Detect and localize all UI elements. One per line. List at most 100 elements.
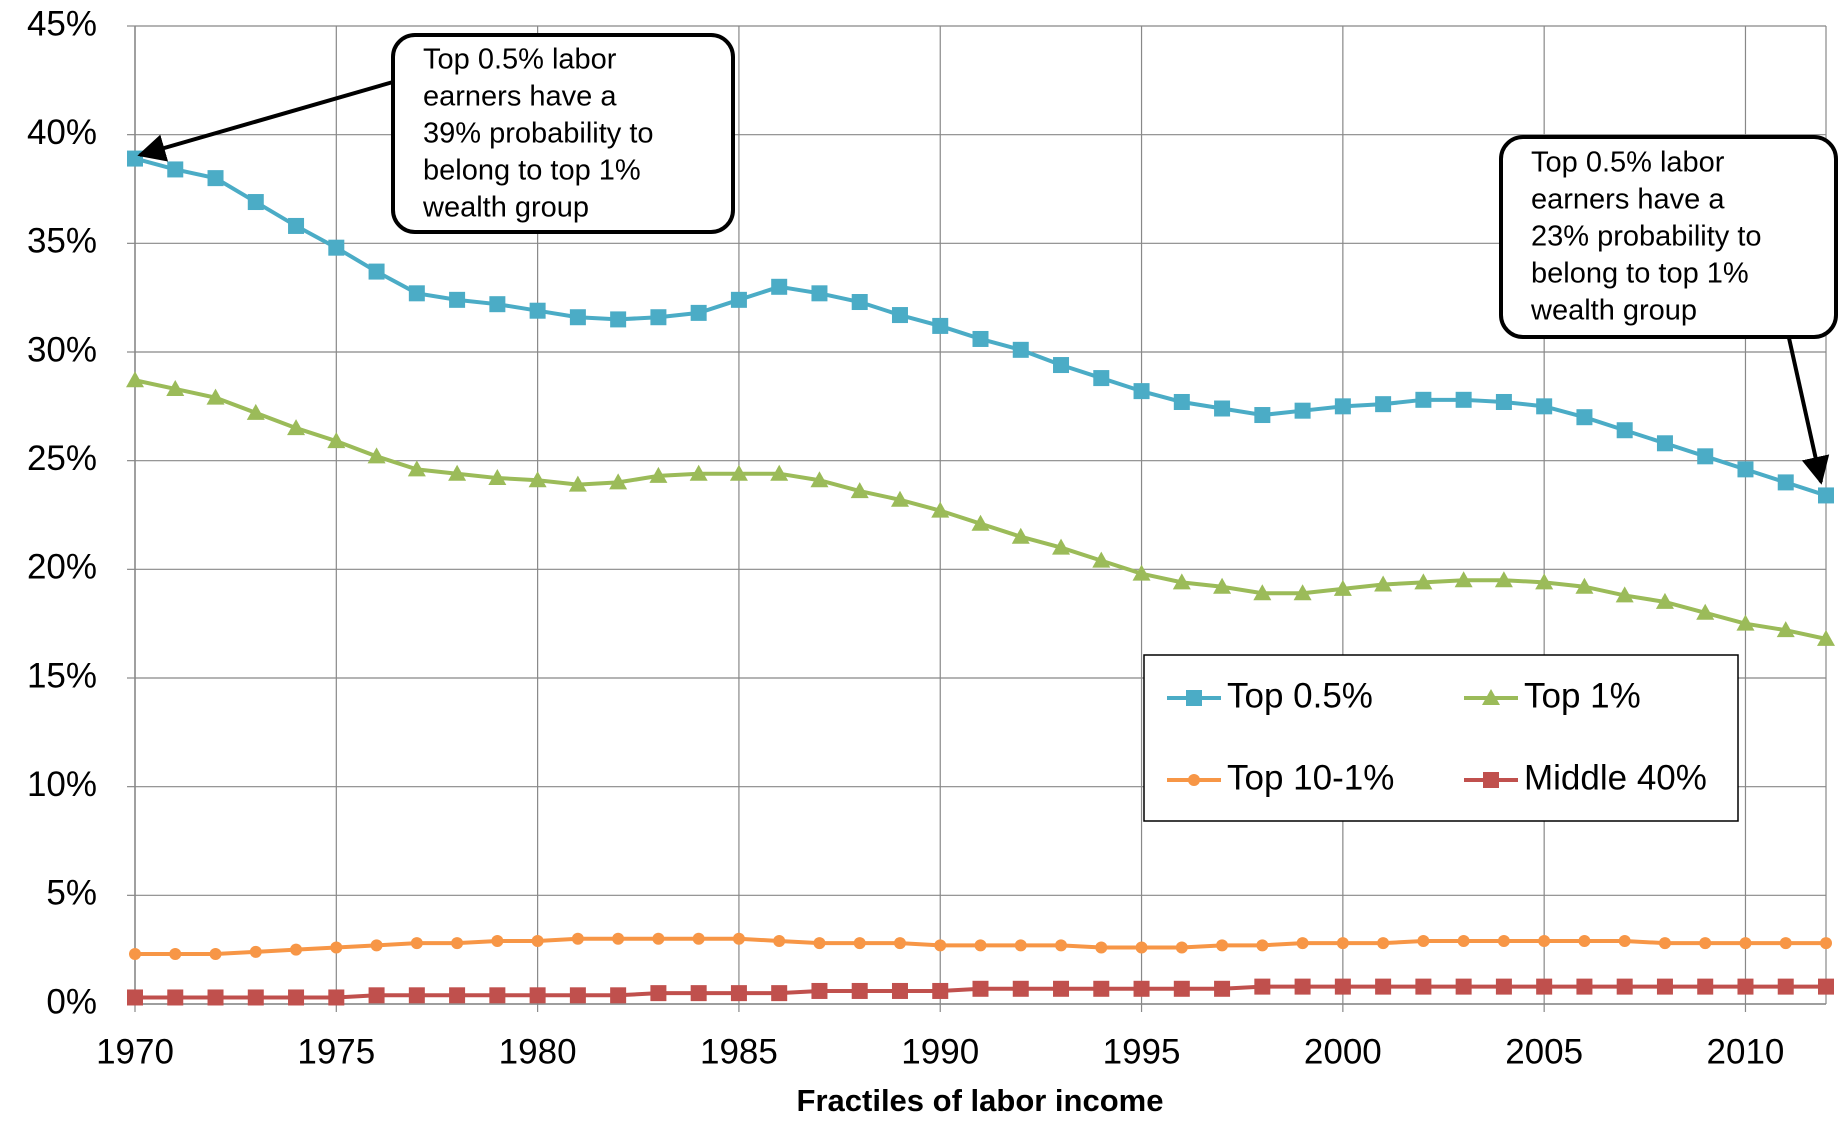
marker bbox=[1457, 934, 1470, 947]
marker bbox=[287, 419, 306, 436]
legend-label: Middle 40% bbox=[1524, 758, 1707, 797]
marker bbox=[1053, 980, 1070, 997]
y-tick-label: 40% bbox=[27, 113, 97, 152]
marker bbox=[932, 317, 949, 334]
marker bbox=[853, 937, 866, 950]
marker bbox=[1012, 980, 1029, 997]
marker bbox=[247, 989, 264, 1006]
y-tick-label: 15% bbox=[27, 656, 97, 695]
y-tick-label: 5% bbox=[46, 874, 97, 913]
marker bbox=[1375, 978, 1392, 995]
marker bbox=[207, 989, 224, 1006]
marker bbox=[1696, 603, 1715, 620]
legend-label: Top 0.5% bbox=[1227, 676, 1373, 715]
marker bbox=[891, 307, 908, 324]
marker bbox=[127, 989, 143, 1006]
marker bbox=[1214, 980, 1231, 997]
marker bbox=[770, 464, 789, 481]
marker bbox=[1495, 978, 1512, 995]
marker bbox=[246, 403, 265, 420]
marker bbox=[1414, 573, 1433, 590]
marker bbox=[488, 469, 507, 486]
marker bbox=[1213, 577, 1232, 594]
marker bbox=[1817, 629, 1835, 646]
marker bbox=[972, 330, 989, 347]
marker bbox=[652, 932, 665, 945]
marker bbox=[489, 296, 506, 313]
annotation-arrow bbox=[137, 80, 394, 162]
marker bbox=[207, 170, 224, 187]
annotation-text: 39% probability to bbox=[423, 118, 654, 150]
annotation-text: Top 0.5% labor bbox=[423, 44, 617, 76]
marker bbox=[491, 934, 504, 947]
marker bbox=[1455, 391, 1472, 408]
marker bbox=[1254, 407, 1271, 424]
marker bbox=[730, 985, 747, 1002]
marker bbox=[1334, 978, 1351, 995]
marker bbox=[1053, 357, 1070, 374]
marker bbox=[1294, 978, 1311, 995]
marker bbox=[410, 937, 423, 950]
marker bbox=[1253, 584, 1272, 601]
marker bbox=[1294, 402, 1311, 419]
marker bbox=[1336, 937, 1349, 950]
marker bbox=[1497, 934, 1510, 947]
marker bbox=[328, 989, 345, 1006]
marker bbox=[1012, 341, 1029, 358]
marker bbox=[1132, 564, 1151, 581]
marker bbox=[1575, 577, 1594, 594]
marker bbox=[851, 294, 868, 311]
y-tick-label: 30% bbox=[27, 330, 97, 369]
marker bbox=[1055, 939, 1068, 952]
marker bbox=[489, 987, 506, 1004]
marker bbox=[1296, 937, 1309, 950]
marker bbox=[330, 941, 343, 954]
marker bbox=[1777, 978, 1794, 995]
marker bbox=[1455, 978, 1472, 995]
annotation-text: belong to top 1% bbox=[423, 155, 641, 187]
marker bbox=[813, 937, 826, 950]
marker bbox=[247, 194, 264, 211]
y-tick-label: 10% bbox=[27, 765, 97, 804]
marker bbox=[368, 987, 385, 1004]
marker bbox=[167, 989, 184, 1006]
marker bbox=[1095, 941, 1108, 954]
marker bbox=[851, 982, 868, 999]
x-tick-label: 2000 bbox=[1304, 1032, 1382, 1071]
marker bbox=[1377, 937, 1390, 950]
x-tick-label: 1975 bbox=[297, 1032, 375, 1071]
marker bbox=[1415, 978, 1432, 995]
marker bbox=[974, 939, 987, 952]
marker bbox=[890, 490, 909, 507]
marker bbox=[1133, 383, 1150, 400]
marker bbox=[1214, 400, 1231, 417]
marker bbox=[690, 985, 707, 1002]
legend-box bbox=[1143, 654, 1739, 822]
marker bbox=[206, 388, 225, 405]
marker bbox=[167, 161, 184, 178]
marker bbox=[327, 432, 346, 449]
marker bbox=[126, 371, 144, 388]
marker bbox=[1576, 409, 1593, 426]
marker bbox=[690, 304, 707, 321]
annotation-text: belong to top 1% bbox=[1531, 258, 1749, 290]
marker bbox=[569, 309, 586, 326]
marker bbox=[1658, 937, 1671, 950]
annotation-text: Top 0.5% labor bbox=[1531, 147, 1725, 179]
marker bbox=[610, 311, 627, 328]
marker bbox=[1615, 586, 1634, 603]
marker bbox=[1133, 980, 1150, 997]
marker bbox=[850, 482, 869, 499]
marker bbox=[1656, 435, 1673, 452]
annotation-text: 23% probability to bbox=[1531, 221, 1762, 253]
marker bbox=[448, 464, 467, 481]
marker bbox=[810, 471, 829, 488]
marker bbox=[449, 291, 466, 308]
marker bbox=[1482, 689, 1500, 705]
marker bbox=[811, 285, 828, 302]
marker bbox=[1172, 573, 1191, 590]
marker bbox=[1375, 396, 1392, 413]
marker bbox=[1820, 937, 1832, 950]
marker bbox=[649, 466, 668, 483]
marker bbox=[730, 291, 747, 308]
